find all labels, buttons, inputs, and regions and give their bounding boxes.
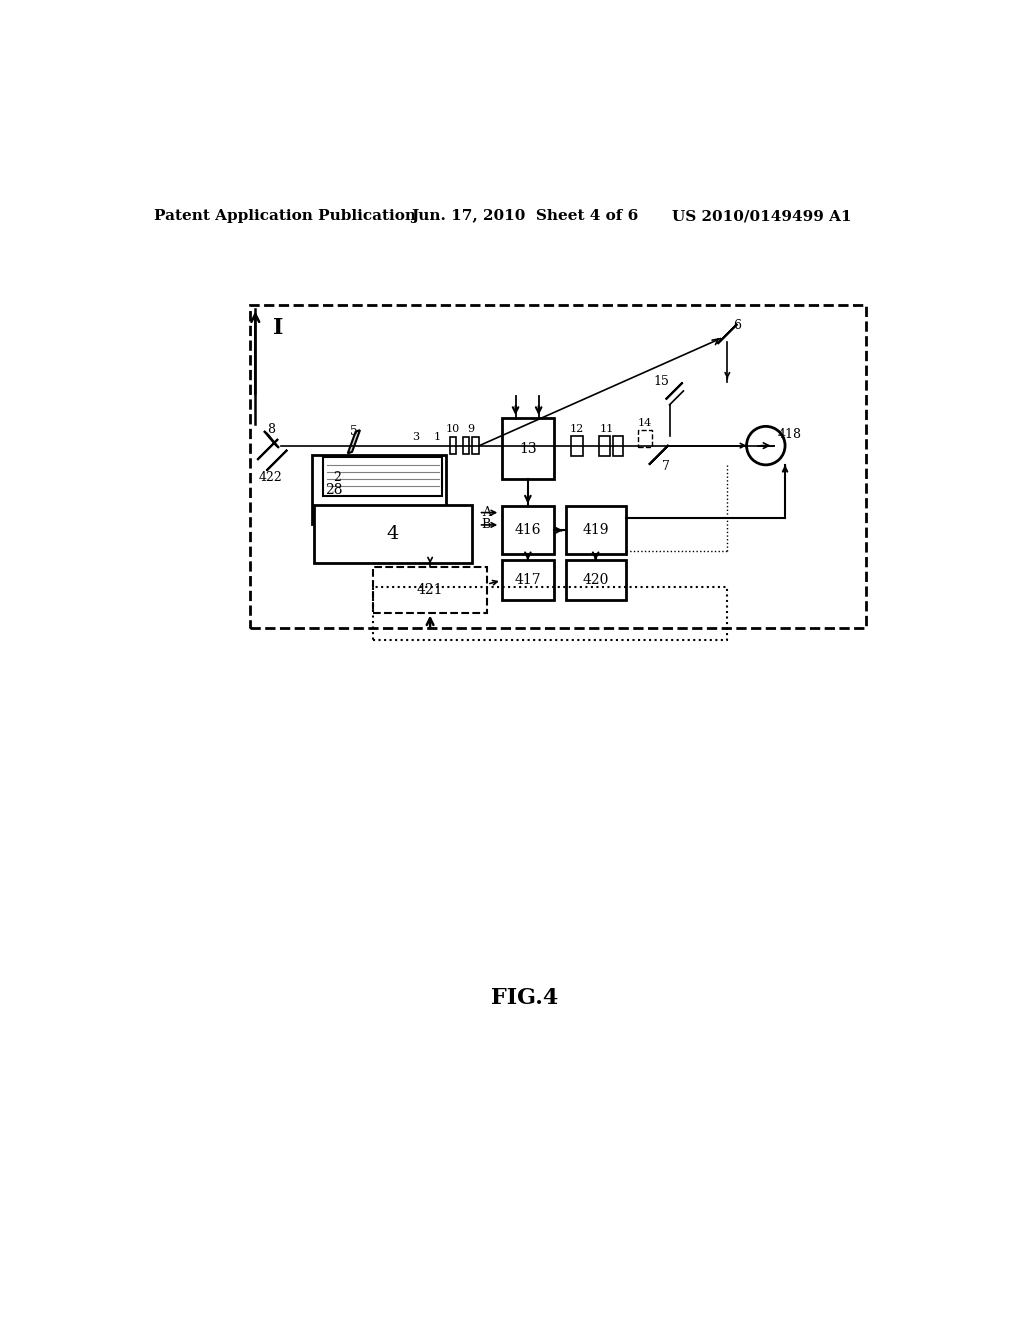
Text: Patent Application Publication: Patent Application Publication <box>154 209 416 223</box>
Bar <box>502 561 554 601</box>
Bar <box>612 436 624 455</box>
Text: 419: 419 <box>583 523 609 537</box>
Bar <box>599 436 609 455</box>
Text: 3: 3 <box>412 432 419 442</box>
Text: 12: 12 <box>570 424 585 434</box>
Polygon shape <box>257 440 278 459</box>
Bar <box>638 430 652 447</box>
Text: 416: 416 <box>515 523 541 537</box>
Text: 5: 5 <box>350 425 357 438</box>
Bar <box>472 437 478 454</box>
Polygon shape <box>718 325 737 343</box>
Text: 1: 1 <box>433 432 440 442</box>
Text: 9: 9 <box>467 425 474 434</box>
Text: 13: 13 <box>519 442 537 455</box>
Bar <box>373 587 727 640</box>
Text: 28: 28 <box>325 483 342 496</box>
Text: 420: 420 <box>583 573 609 587</box>
Text: 11: 11 <box>599 424 613 434</box>
Bar <box>323 457 442 496</box>
Polygon shape <box>666 383 683 400</box>
Text: B: B <box>481 519 490 532</box>
Text: 418: 418 <box>777 428 802 441</box>
Text: 15: 15 <box>653 375 670 388</box>
Text: 421: 421 <box>417 582 443 597</box>
Text: 8: 8 <box>267 422 275 436</box>
Bar <box>373 566 487 612</box>
Bar <box>565 507 626 554</box>
Bar <box>463 437 469 454</box>
Text: 4: 4 <box>386 525 398 543</box>
Bar <box>502 418 554 479</box>
Bar <box>451 437 457 454</box>
Text: 14: 14 <box>638 418 652 428</box>
Text: 417: 417 <box>515 573 542 587</box>
Text: US 2010/0149499 A1: US 2010/0149499 A1 <box>672 209 852 223</box>
Bar <box>571 436 584 455</box>
Text: 7: 7 <box>662 459 670 473</box>
Text: A: A <box>482 506 490 519</box>
Bar <box>502 507 554 554</box>
Text: Jun. 17, 2010  Sheet 4 of 6: Jun. 17, 2010 Sheet 4 of 6 <box>412 209 638 223</box>
Polygon shape <box>266 450 287 471</box>
Text: FIG.4: FIG.4 <box>492 987 558 1008</box>
Bar <box>313 506 472 562</box>
Text: 422: 422 <box>259 471 283 484</box>
Bar <box>250 305 866 628</box>
Bar <box>565 561 626 601</box>
Polygon shape <box>649 445 669 465</box>
Polygon shape <box>264 432 279 447</box>
Text: I: I <box>273 317 284 339</box>
Polygon shape <box>348 430 360 453</box>
Text: 10: 10 <box>446 425 461 434</box>
Text: 6: 6 <box>733 319 741 333</box>
Text: 2: 2 <box>333 471 341 484</box>
Bar <box>311 455 446 524</box>
